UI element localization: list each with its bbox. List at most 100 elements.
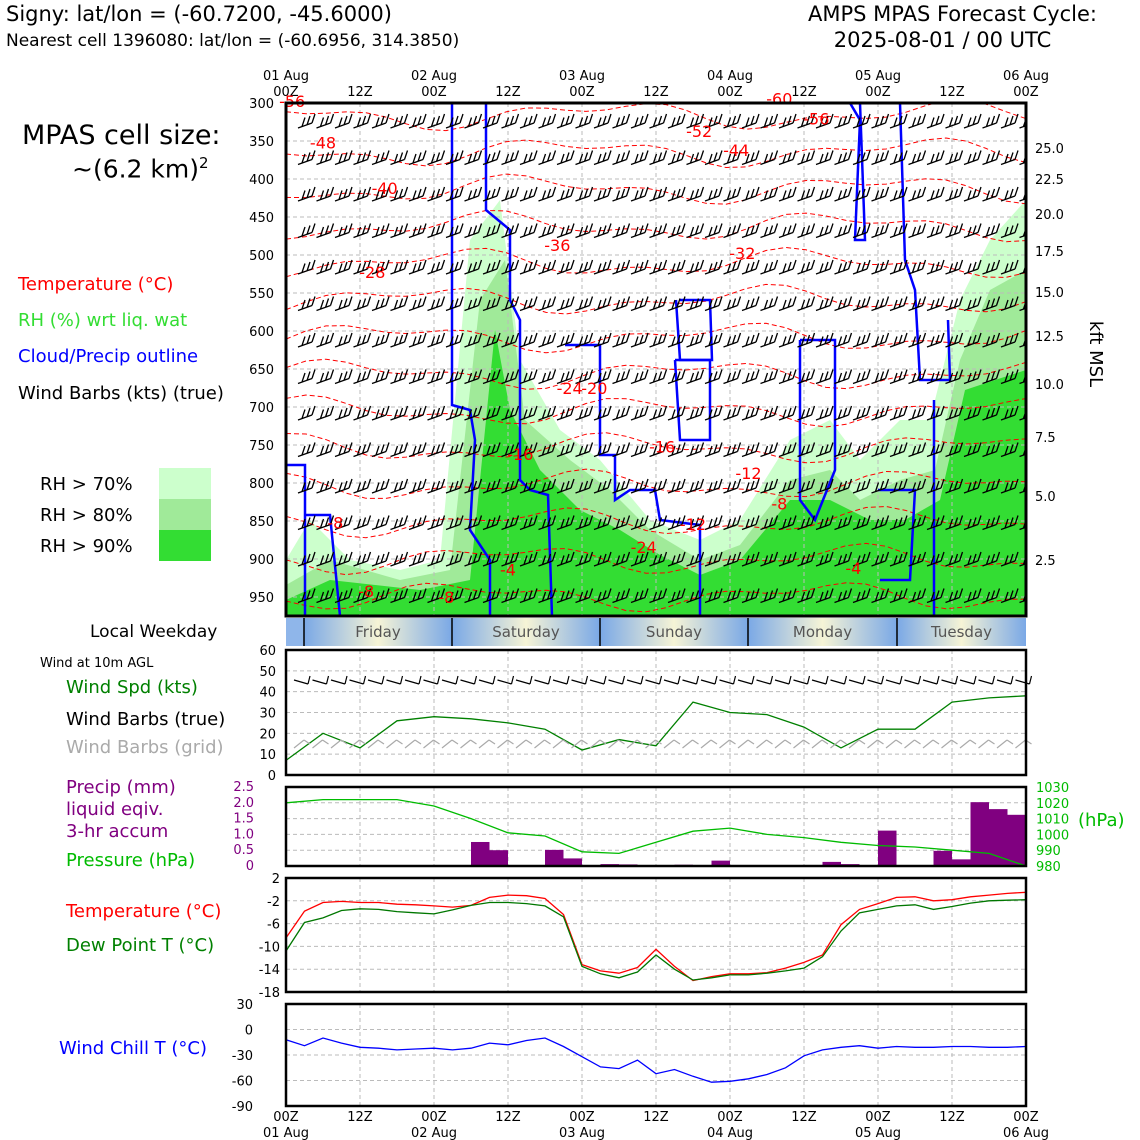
kft-tick-label: 20.0 bbox=[1035, 208, 1064, 223]
wind-barb bbox=[427, 369, 446, 385]
wind-barb bbox=[760, 515, 779, 531]
wind-barb bbox=[519, 588, 538, 604]
wind-barb bbox=[723, 478, 742, 494]
wind-barb bbox=[408, 369, 427, 385]
wind-barb bbox=[982, 223, 1001, 239]
wind-barb bbox=[908, 186, 927, 202]
wind-barb bbox=[316, 332, 335, 348]
wind-barb bbox=[889, 515, 908, 531]
wind-barb bbox=[445, 369, 464, 385]
wind-barb bbox=[704, 405, 723, 421]
kft-tick-label: 10.0 bbox=[1035, 378, 1064, 393]
pressure-tick-label: 900 bbox=[249, 553, 274, 568]
wind-barb bbox=[297, 332, 316, 348]
legend-wind: Wind Barbs (kts) (true) bbox=[18, 383, 224, 404]
wind-barb bbox=[316, 442, 335, 458]
isotherm-label: -20 bbox=[581, 379, 607, 398]
wind-barb bbox=[760, 442, 779, 458]
wind-barb bbox=[482, 150, 501, 166]
wind-barb bbox=[908, 259, 927, 275]
wind-barb bbox=[982, 113, 1001, 129]
wind-barb bbox=[815, 588, 834, 604]
wind-barb bbox=[704, 551, 723, 567]
wind-barb-true bbox=[996, 675, 1014, 685]
wind-barb bbox=[334, 405, 353, 421]
cloud-outline bbox=[450, 103, 492, 616]
wind-barb bbox=[649, 442, 668, 458]
wind-barb bbox=[963, 442, 982, 458]
wind-barb-grid bbox=[312, 739, 329, 749]
wind-barb bbox=[427, 478, 446, 494]
wind-barb bbox=[741, 405, 760, 421]
wind-barb bbox=[501, 551, 520, 567]
pressure-tick-label: 980 bbox=[1036, 860, 1061, 875]
precip-label: Precip (mm) bbox=[66, 777, 176, 798]
wind-barb bbox=[926, 442, 945, 458]
wind-barb bbox=[926, 405, 945, 421]
wind-barb bbox=[501, 405, 520, 421]
wind-barb bbox=[630, 332, 649, 348]
wind-barb bbox=[667, 223, 686, 239]
wind-barb bbox=[945, 588, 964, 604]
wind-barb bbox=[630, 369, 649, 385]
wind-barb bbox=[908, 515, 927, 531]
wind-barb bbox=[353, 296, 372, 312]
wind-barb bbox=[963, 186, 982, 202]
wind-barb bbox=[297, 296, 316, 312]
isotherm-label: -8 bbox=[438, 588, 454, 607]
wind-barb bbox=[612, 442, 631, 458]
wind-barbs-true-label: Wind Barbs (true) bbox=[66, 709, 226, 730]
wind-barb bbox=[593, 259, 612, 275]
wind-barb bbox=[741, 332, 760, 348]
wind-barb bbox=[390, 478, 409, 494]
isotherm-line bbox=[286, 432, 1026, 464]
wind-barb bbox=[667, 186, 686, 202]
wind-barb bbox=[482, 551, 501, 567]
wind-barb bbox=[889, 442, 908, 458]
wind-barb bbox=[871, 113, 890, 129]
wind-barb bbox=[519, 223, 538, 239]
wind-barb bbox=[316, 405, 335, 421]
wind-barb bbox=[371, 478, 390, 494]
wind-barb bbox=[630, 442, 649, 458]
wind-barb bbox=[390, 369, 409, 385]
wind-barb bbox=[482, 296, 501, 312]
wind-barb bbox=[686, 259, 705, 275]
wind-barb bbox=[390, 296, 409, 312]
wind-barb bbox=[408, 332, 427, 348]
temperature-panel: 2 -2 -6 -10 -14 -18 bbox=[259, 872, 1028, 1001]
wind-barb bbox=[427, 186, 446, 202]
wind-barb bbox=[852, 551, 871, 567]
wind-barb bbox=[760, 478, 779, 494]
bottom-date-label: 01 Aug bbox=[263, 1126, 309, 1140]
wind-barb-true bbox=[293, 675, 311, 685]
wind-barb-true bbox=[959, 675, 977, 685]
wind-barb bbox=[593, 515, 612, 531]
wind-barb-grid bbox=[737, 739, 755, 749]
wind-barb-grid bbox=[1015, 739, 1032, 749]
temp-panel-frame bbox=[284, 876, 1028, 994]
pressure-tick-label: 350 bbox=[249, 135, 274, 150]
wind-barb bbox=[556, 478, 575, 494]
wind-barb bbox=[926, 588, 945, 604]
pressure-tick-label: 850 bbox=[249, 515, 274, 530]
wind-barb-true bbox=[848, 675, 866, 685]
wind-barb bbox=[390, 259, 409, 275]
weekday-segment bbox=[452, 618, 600, 646]
kft-axis-label: kft MSL bbox=[1085, 321, 1106, 387]
wind-barb-grid bbox=[423, 739, 440, 749]
wind-barb bbox=[926, 113, 945, 129]
chill-tick-label: 0 bbox=[245, 1024, 253, 1039]
wind-barb bbox=[501, 442, 520, 458]
wind-barb bbox=[760, 332, 779, 348]
wind-barb bbox=[741, 588, 760, 604]
chill-tick-label: -90 bbox=[232, 1100, 253, 1115]
precip-bar bbox=[489, 850, 508, 866]
wind-barb bbox=[1000, 113, 1019, 129]
wind-barb-true bbox=[978, 675, 996, 685]
wind-barb bbox=[741, 442, 760, 458]
wind-barb bbox=[464, 588, 483, 604]
wind-barb bbox=[815, 113, 834, 129]
wind-barb bbox=[445, 223, 464, 239]
wind-barb bbox=[1000, 478, 1019, 494]
